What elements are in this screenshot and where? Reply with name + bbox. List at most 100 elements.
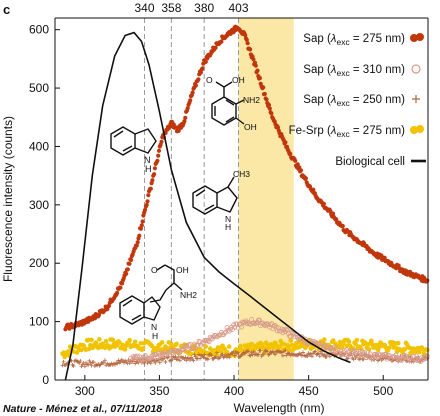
data-point <box>150 178 155 183</box>
data-point <box>251 320 257 326</box>
data-point <box>85 337 91 343</box>
data-point <box>196 77 201 82</box>
data-point <box>226 352 231 357</box>
data-point <box>117 340 122 345</box>
data-point <box>406 357 412 363</box>
data-point <box>231 322 237 328</box>
legend-marker-1 <box>411 64 421 74</box>
data-point <box>369 338 374 344</box>
data-point <box>311 187 316 192</box>
data-point <box>200 66 205 71</box>
data-point <box>397 355 403 361</box>
data-point <box>331 338 336 343</box>
reference-label-340: 340 <box>135 1 155 15</box>
data-point <box>288 334 294 339</box>
data-point <box>145 199 150 204</box>
data-point <box>214 350 219 355</box>
x-tick-label: 300 <box>75 384 95 398</box>
data-point <box>97 337 102 342</box>
data-point <box>188 98 193 103</box>
data-point <box>148 361 153 366</box>
data-point <box>393 352 399 358</box>
data-point <box>139 223 144 228</box>
data-point <box>138 341 144 346</box>
data-point <box>142 361 147 366</box>
data-point <box>324 354 329 359</box>
data-point <box>201 355 206 360</box>
data-point <box>176 128 181 133</box>
legend-prefix: Sap ( <box>303 94 331 106</box>
data-point <box>227 355 232 360</box>
data-point <box>239 324 244 330</box>
data-point <box>305 354 310 359</box>
data-point <box>284 353 289 358</box>
data-point <box>267 106 272 111</box>
legend-lambda: λ <box>330 64 337 76</box>
data-point <box>308 351 313 356</box>
data-point <box>148 186 153 191</box>
data-point <box>301 339 307 345</box>
y-tick-label: 500 <box>29 81 49 95</box>
data-point <box>140 346 146 351</box>
data-point <box>330 348 336 354</box>
acid-o-label: O <box>206 75 213 85</box>
data-point <box>256 352 261 357</box>
data-point <box>303 176 308 181</box>
data-point <box>193 354 198 359</box>
data-point <box>217 332 223 338</box>
data-point <box>321 344 327 350</box>
data-point <box>244 37 249 43</box>
data-point <box>274 328 280 334</box>
data-point <box>340 223 345 229</box>
data-point <box>190 90 195 95</box>
data-point <box>410 358 416 364</box>
series-line-biological-cell <box>64 31 351 381</box>
data-point <box>156 148 162 153</box>
data-point <box>206 339 212 345</box>
legend-subscript: exc <box>336 37 350 47</box>
x-tick-label: 450 <box>299 384 319 398</box>
data-point <box>198 356 203 361</box>
y-tick-label: 200 <box>29 256 49 270</box>
legend-label-3: Fe-Srp (λexc = 275 nm) <box>289 125 406 139</box>
data-point <box>153 360 158 365</box>
trp-h-label: H <box>152 331 158 341</box>
data-point <box>188 351 194 357</box>
data-point <box>288 151 293 156</box>
trp-nh2-label: NH2 <box>180 290 197 300</box>
legend-label-4: Biological cell <box>335 156 405 168</box>
reference-label-403: 403 <box>229 1 249 15</box>
data-point <box>334 345 340 351</box>
data-point <box>218 354 223 359</box>
methylindole-structure: CH3 N H <box>192 169 250 232</box>
hydroxyanthranilic-acid-structure: O OH NH2 OH <box>206 75 260 132</box>
legend-suffix: = 310 nm) <box>350 64 405 76</box>
data-point <box>327 354 332 359</box>
data-point <box>203 344 208 349</box>
data-point <box>101 360 106 365</box>
credit-text: Nature - Ménez et al., 07/11/2018 <box>3 403 162 415</box>
legend-marker-3 <box>410 126 418 134</box>
data-point <box>354 337 360 343</box>
data-point <box>343 352 349 358</box>
legend-marker-3 <box>416 125 424 133</box>
data-point <box>205 357 210 362</box>
data-point <box>65 349 71 354</box>
data-point <box>205 338 211 344</box>
x-tick-label: 400 <box>224 384 244 398</box>
data-point <box>225 327 231 333</box>
data-point <box>351 357 356 362</box>
data-point <box>209 336 215 342</box>
trp-n-label: N <box>151 322 157 332</box>
data-point <box>327 345 333 351</box>
data-point <box>124 271 129 276</box>
data-point <box>71 363 76 368</box>
acid-oh-label: OH <box>232 75 245 85</box>
legend-lambda: λ <box>330 94 337 106</box>
legend-suffix: = 275 nm) <box>350 125 405 137</box>
data-point <box>88 360 93 365</box>
x-tick-label: 500 <box>373 384 393 398</box>
data-point <box>97 312 102 317</box>
legend-marker-2 <box>412 95 420 103</box>
